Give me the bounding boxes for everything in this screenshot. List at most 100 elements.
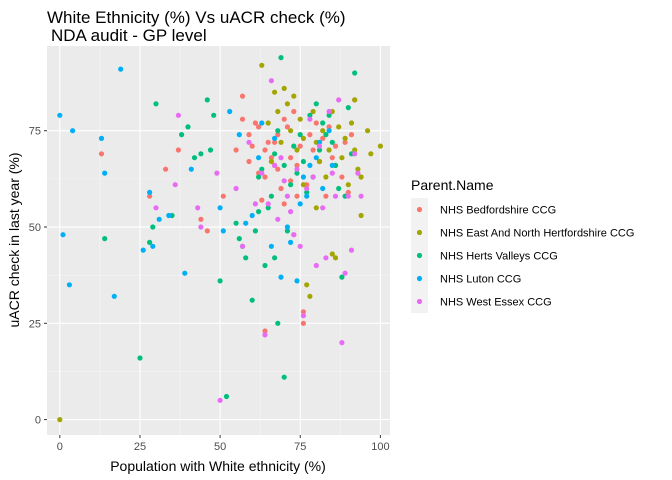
data-point [304, 185, 310, 192]
data-point [236, 236, 242, 242]
data-point [278, 185, 284, 192]
grid-minor [47, 46, 390, 435]
legend-marker [416, 229, 423, 236]
data-point [66, 282, 72, 288]
legend-title: Parent.Name [411, 177, 494, 193]
data-point [259, 120, 265, 126]
data-point [336, 124, 342, 130]
chart-subtitle: NDA audit - GP level [51, 26, 207, 45]
data-point [223, 393, 230, 400]
legend-marker [416, 275, 423, 282]
data-point [313, 120, 319, 126]
data-point [272, 135, 278, 141]
data-point [217, 205, 223, 211]
data-point [166, 212, 172, 219]
data-point [316, 147, 323, 153]
data-point [313, 155, 319, 161]
data-point [191, 155, 198, 161]
data-point [310, 174, 316, 180]
legend: Parent.Name NHS Bedfordshire CCG NHS East… [411, 177, 634, 313]
grid-major [47, 46, 390, 435]
data-point [275, 166, 281, 172]
legend-marker [416, 252, 423, 259]
data-point [329, 139, 335, 145]
data-point [268, 158, 274, 165]
x-tick-label: 75 [294, 441, 306, 453]
x-tick-label: 50 [214, 441, 226, 453]
data-point [345, 189, 351, 195]
data-point [368, 151, 374, 157]
data-point [291, 143, 297, 149]
data-point [355, 166, 361, 172]
data-point [172, 182, 178, 188]
data-point [304, 193, 310, 199]
data-point [313, 205, 319, 211]
data-point [365, 128, 371, 134]
y-tick-label: 0 [35, 415, 41, 427]
data-point [300, 313, 306, 319]
data-point [252, 201, 258, 207]
data-point [281, 178, 287, 184]
data-point [252, 228, 258, 234]
data-point [259, 170, 265, 176]
data-point [262, 332, 268, 338]
x-axis-title: Population with White ethnicity (%) [110, 458, 326, 474]
data-point [179, 132, 185, 138]
data-point [265, 120, 271, 126]
data-point [256, 209, 262, 215]
data-point [352, 70, 358, 76]
data-point [175, 147, 181, 153]
data-point [195, 205, 201, 211]
data-point [204, 97, 210, 103]
data-point [256, 155, 262, 161]
data-point [265, 139, 271, 145]
data-point [153, 205, 159, 211]
data-point [278, 274, 284, 280]
data-point [291, 93, 297, 99]
data-point [217, 278, 223, 284]
y-tick-label: 75 [29, 126, 41, 138]
data-point [320, 205, 326, 211]
data-point [307, 112, 313, 118]
data-point [268, 78, 274, 84]
data-point [326, 124, 332, 130]
data-point [252, 120, 258, 126]
data-point [246, 132, 252, 138]
data-point [256, 124, 262, 130]
data-point [278, 55, 284, 61]
data-point [320, 185, 326, 192]
data-point [275, 216, 281, 222]
data-point [313, 101, 319, 107]
data-point [316, 143, 323, 149]
data-point [329, 251, 335, 257]
data-point [284, 224, 290, 230]
data-point [336, 185, 342, 192]
data-point [348, 120, 355, 126]
data-point [339, 274, 345, 280]
legend-label: NHS Herts Valleys CCG [440, 251, 558, 263]
data-point [233, 185, 239, 192]
data-point [358, 174, 364, 180]
data-point [249, 143, 255, 149]
data-point [358, 212, 364, 219]
legend-marker [416, 298, 423, 305]
data-point [243, 255, 249, 261]
data-point [300, 182, 306, 188]
data-point [98, 151, 105, 157]
data-point [294, 170, 300, 176]
data-point [297, 132, 303, 138]
data-point [329, 162, 335, 168]
data-point [284, 101, 290, 107]
data-point [307, 162, 313, 168]
data-point [326, 128, 332, 134]
data-point [227, 108, 233, 115]
data-point [220, 193, 226, 199]
data-point [316, 158, 323, 165]
data-point [288, 239, 294, 245]
data-point [355, 170, 361, 176]
data-point [239, 93, 246, 99]
data-point [339, 155, 345, 161]
data-point [211, 112, 217, 118]
data-point [236, 132, 242, 138]
data-point [268, 193, 274, 199]
